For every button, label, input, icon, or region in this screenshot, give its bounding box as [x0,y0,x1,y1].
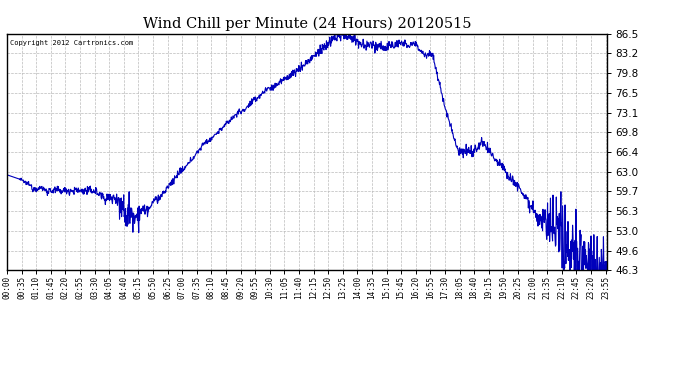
Title: Wind Chill per Minute (24 Hours) 20120515: Wind Chill per Minute (24 Hours) 2012051… [143,17,471,31]
Text: Copyright 2012 Cartronics.com: Copyright 2012 Cartronics.com [10,40,133,46]
